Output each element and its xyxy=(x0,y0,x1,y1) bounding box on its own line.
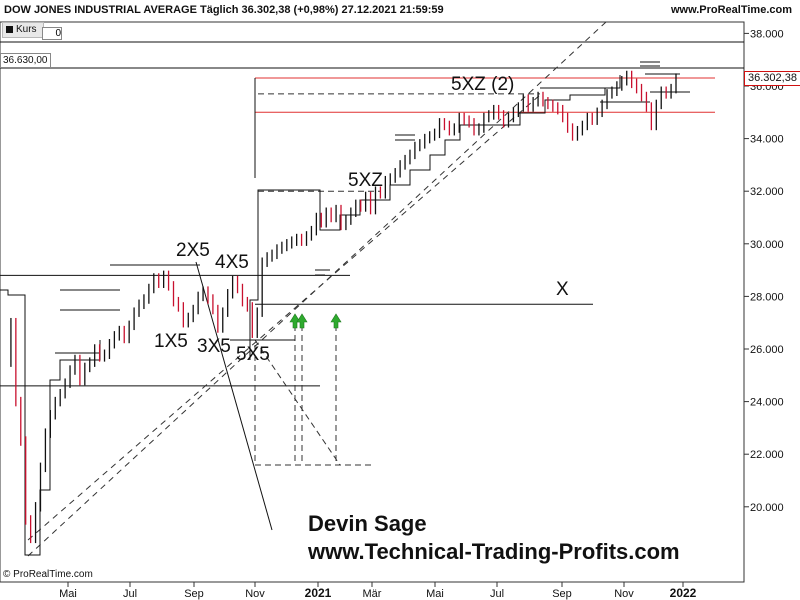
price-axis: 20.000 22.000 24.000 26.000 28.000 30.000 32.0… xyxy=(744,28,784,514)
annotation-5xz-2: 5XZ (2) xyxy=(451,74,515,95)
y-tick-label: 22.000 xyxy=(750,449,784,461)
time-axis: Mai Jul Sep Nov 2021 Mär Mai Jul Sep Nov 2022 xyxy=(59,582,697,600)
author-name: Devin Sage xyxy=(308,511,427,536)
author-credit: Devin Sage www.Technical-Trading-Profits… xyxy=(308,510,680,566)
y-tick-label: 28.000 xyxy=(750,291,784,303)
x-tick-label: 2021 xyxy=(305,586,332,600)
series-legend[interactable]: Kurs xyxy=(2,22,44,38)
trend-line xyxy=(195,261,273,531)
legend-swatch xyxy=(6,26,13,33)
pnf-step-line xyxy=(249,75,621,360)
x-tick-label: Jul xyxy=(123,588,137,600)
chart-title: DOW JONES INDUSTRIAL AVERAGE Täglich 36.… xyxy=(4,4,444,16)
annotation-3x5: 3X5 xyxy=(197,336,231,357)
x-tick-label: Mai xyxy=(59,588,77,600)
buy-arrow-icon xyxy=(330,313,342,329)
annotation-1x5: 1X5 xyxy=(154,331,188,352)
legend-label: Kurs xyxy=(16,24,37,35)
left-value-box: 36.630,00 xyxy=(0,53,51,68)
y-tick-label: 20.000 xyxy=(750,502,784,514)
x-tick-label: Sep xyxy=(184,588,204,600)
y-tick-label: 26.000 xyxy=(750,344,784,356)
y-tick-label: 34.000 xyxy=(750,134,784,146)
author-url[interactable]: www.Technical-Trading-Profits.com xyxy=(308,539,680,564)
x-tick-label: 2022 xyxy=(670,586,697,600)
y-tick-label: 32.000 xyxy=(750,186,784,198)
x-tick-label: Jul xyxy=(490,588,504,600)
y-tick-label: 30.000 xyxy=(750,239,784,251)
left-value-box-small: 0 xyxy=(42,27,62,40)
y-tick-label: 38.000 xyxy=(750,28,784,40)
annotation-5xz: 5XZ xyxy=(348,170,383,191)
y-tick-label: 24.000 xyxy=(750,397,784,409)
pattern-guides xyxy=(0,21,715,557)
buy-arrows xyxy=(289,313,342,329)
buy-arrow-icon xyxy=(296,313,308,329)
price-bars xyxy=(10,70,677,544)
annotation-5x5: 5X5 xyxy=(236,344,270,365)
website-label[interactable]: www.ProRealTime.com xyxy=(670,4,792,16)
x-tick-label: Nov xyxy=(245,588,265,600)
channel-diagonal xyxy=(27,94,541,541)
x-tick-label: Mai xyxy=(426,588,444,600)
annotation-2x5: 2X5 xyxy=(176,240,210,261)
projection-box xyxy=(254,345,372,466)
copyright-label: © ProRealTime.com xyxy=(3,569,93,580)
annotation-4x5: 4X5 xyxy=(215,252,249,273)
projection-line xyxy=(254,339,341,466)
x-tick-label: Sep xyxy=(552,588,572,600)
buy-arrow-icon xyxy=(289,313,301,329)
x-tick-label: Mär xyxy=(363,588,382,600)
annotation-x: X xyxy=(556,279,569,300)
x-tick-label: Nov xyxy=(614,588,634,600)
plot-area xyxy=(0,21,745,583)
last-price-label: 36.302,38 xyxy=(744,71,800,86)
